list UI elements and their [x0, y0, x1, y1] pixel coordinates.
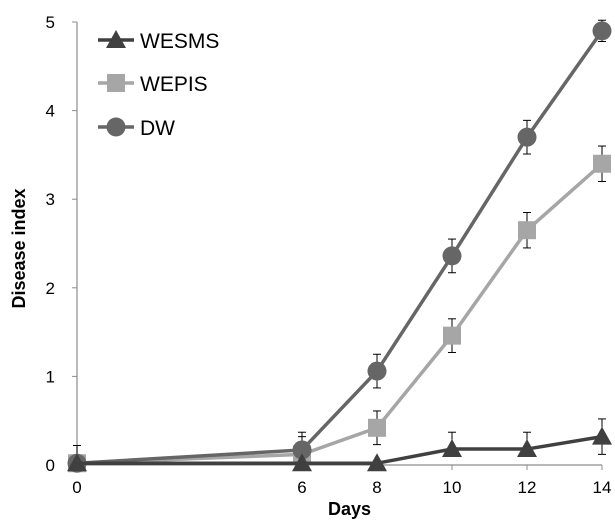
data-point-dw: [367, 361, 387, 381]
legend-marker-wepis: [107, 74, 125, 92]
series-dw: [67, 21, 612, 473]
series-line-dw: [76, 29, 604, 465]
data-point-wesms: [592, 426, 612, 445]
data-point-wepis: [368, 418, 386, 437]
data-point-dw: [442, 246, 462, 266]
data-point-wesms: [517, 439, 537, 458]
y-tick-label: 1: [46, 367, 55, 386]
axes: [72, 21, 603, 470]
y-tick-label: 3: [46, 190, 55, 209]
y-axis-title: Disease index: [9, 188, 29, 308]
x-tick-label: 14: [593, 478, 612, 497]
legend-label-wepis: WEPIS: [140, 73, 208, 96]
y-tick-label: 2: [46, 279, 55, 298]
x-tick-label: 6: [297, 478, 306, 497]
legend-label-wesms: WESMS: [140, 30, 219, 53]
legend-marker-dw: [106, 117, 126, 137]
data-point-wesms: [367, 453, 387, 472]
series-lines: [67, 21, 612, 473]
y-tick-label: 0: [46, 456, 55, 475]
data-point-wepis: [593, 154, 611, 173]
legend-marker-wesms: [106, 30, 126, 48]
series-line-wepis: [76, 162, 604, 465]
data-point-wesms: [292, 453, 312, 472]
x-tick-label: 10: [443, 478, 462, 497]
data-point-dw: [517, 127, 537, 147]
series-wepis: [68, 154, 611, 473]
data-point-wesms: [67, 453, 87, 472]
x-tick-label: 8: [372, 478, 381, 497]
data-point-wepis: [518, 221, 536, 240]
series-line-wesms: [77, 434, 603, 465]
data-point-dw: [592, 21, 612, 41]
x-tick-label: 0: [72, 478, 81, 497]
data-point-dw: [292, 440, 312, 460]
series-wesms: [67, 426, 612, 472]
y-tick-label: 4: [46, 102, 55, 121]
data-point-wesms: [442, 439, 462, 458]
data-point-wepis: [443, 326, 461, 345]
y-tick-label: 5: [46, 13, 55, 32]
legend: WESMS WEPIS DW: [98, 30, 219, 140]
x-axis-title: Days: [328, 499, 371, 519]
legend-label-dw: DW: [140, 117, 175, 140]
x-tick-label: 12: [518, 478, 537, 497]
